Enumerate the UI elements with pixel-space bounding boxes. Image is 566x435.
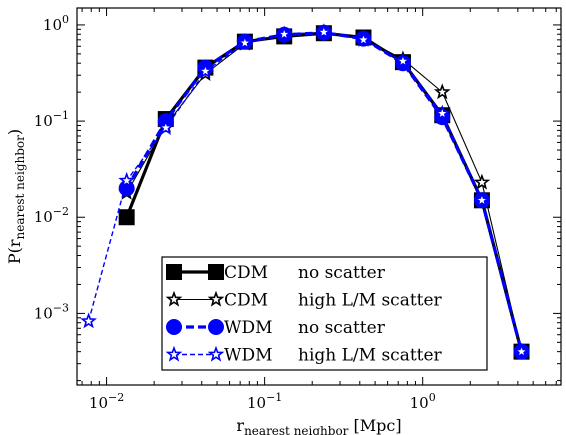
data-point	[433, 104, 451, 121]
x-tick-label: 10−1	[247, 391, 282, 412]
legend-label-detail: high L/M scatter	[298, 291, 443, 311]
legend-entry: WDM no scatter	[166, 318, 386, 338]
data-point	[80, 312, 97, 329]
legend-label-detail: high L/M scatter	[298, 346, 443, 366]
data-point	[473, 191, 491, 208]
x-tick-label: 10−2	[89, 391, 124, 412]
legend-label: CDM	[224, 263, 268, 283]
legend-label: WDM	[224, 346, 273, 366]
tick-labels: 10−2 10−1 100 10−3 10−2 10−1 100	[34, 13, 436, 412]
x-tick-label: 100	[410, 391, 436, 412]
data-point	[236, 34, 254, 51]
legend-label: CDM	[224, 291, 268, 311]
y-tick-label: 10−1	[34, 109, 69, 130]
legend-marker	[208, 319, 224, 335]
data-point	[433, 83, 451, 100]
legend-label: WDM	[224, 318, 273, 338]
data-point	[473, 173, 491, 190]
y-axis-label: P(rnearest neighbor)	[5, 129, 27, 264]
legend-marker	[165, 345, 183, 362]
legend: CDM no scatter CDM high L/M scatter WDM no sc…	[161, 256, 488, 371]
legend-marker	[207, 290, 225, 307]
legend-entry: WDM high L/M scatter	[165, 345, 443, 366]
data-point	[394, 52, 412, 69]
legend-entry: CDM high L/M scatter	[165, 290, 443, 311]
legend-marker	[165, 290, 183, 307]
legend-entry: CDM no scatter	[166, 263, 386, 283]
plot-frame	[76, 7, 562, 386]
tick-marks	[77, 8, 561, 385]
legend-marker	[207, 345, 225, 362]
legend-label-detail: no scatter	[298, 263, 386, 283]
data-point	[275, 25, 293, 42]
data-point	[513, 342, 530, 359]
legend-marker	[166, 319, 182, 335]
legend-marker	[208, 264, 224, 280]
y-tick-label: 10−3	[34, 301, 69, 322]
series-line	[87, 31, 523, 352]
series-4	[80, 23, 530, 359]
legend-marker	[166, 264, 182, 280]
legend-label-detail: no scatter	[298, 318, 386, 338]
series-layer	[80, 23, 530, 360]
data-point	[118, 171, 136, 188]
data-point	[315, 23, 333, 40]
x-axis-label: rnearest neighbor [Mpc]	[236, 416, 401, 435]
axis-labels: rnearest neighbor [Mpc] P(rnearest neighb…	[5, 129, 402, 435]
y-tick-label: 100	[43, 13, 69, 34]
data-point	[197, 62, 214, 79]
data-point	[118, 209, 135, 226]
data-point	[355, 31, 372, 47]
data-point	[157, 119, 175, 135]
y-tick-label: 10−2	[34, 205, 69, 226]
